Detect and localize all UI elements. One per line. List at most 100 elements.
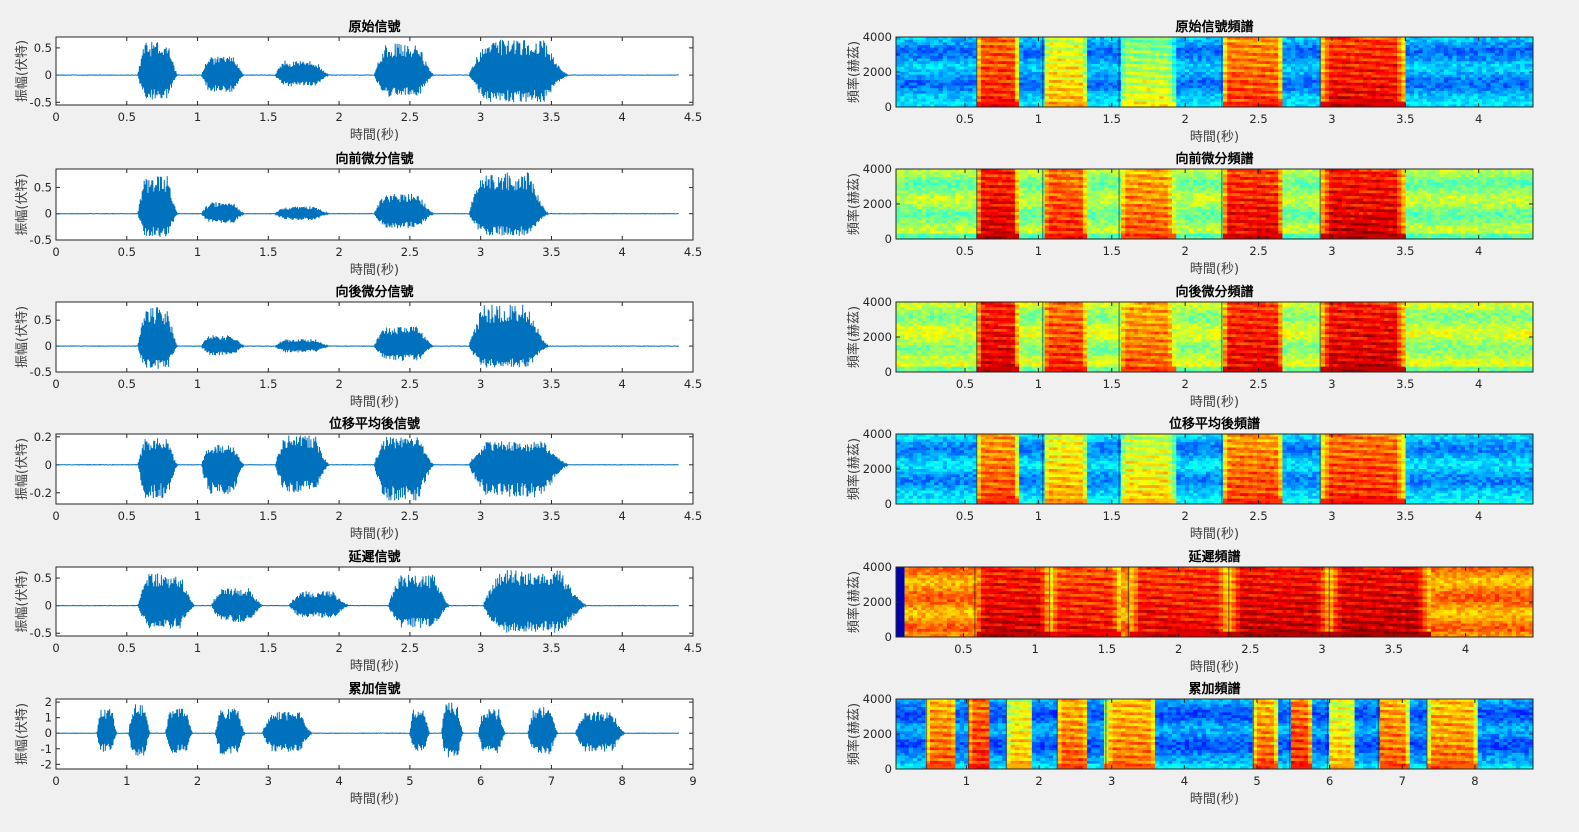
spectrogram-cell	[1282, 90, 1288, 95]
spectrogram-cell	[993, 190, 999, 194]
spectrogram-cell	[1048, 69, 1054, 73]
spectrogram-cell	[1528, 82, 1533, 87]
spectrogram-cell	[1303, 104, 1309, 107]
spectrogram-cell	[1070, 69, 1075, 73]
spectrogram-cell	[1350, 47, 1356, 52]
spectrogram-cell	[1337, 74, 1343, 78]
spectrogram-cell	[1121, 47, 1126, 52]
spectrogram-cell	[908, 230, 914, 235]
spectrogram-cell	[1482, 93, 1487, 97]
spectrogram-cell	[1409, 61, 1415, 65]
spectrogram-cell	[1172, 50, 1177, 54]
spectrogram-cell	[997, 82, 1003, 87]
spectrogram-cell	[1197, 85, 1203, 89]
spectrogram-cell	[1507, 69, 1513, 73]
spectrogram-cell	[1397, 50, 1402, 54]
spectrogram-cell	[946, 37, 952, 41]
spectrogram-cell	[1465, 96, 1470, 100]
spectrogram-cell	[980, 72, 986, 76]
spectrogram-cell	[1172, 93, 1177, 97]
spectrogram-cell	[1490, 74, 1496, 78]
spectrogram-cell	[1201, 88, 1207, 92]
spectrogram-cell	[985, 98, 991, 103]
spectrogram-cell	[1273, 101, 1279, 105]
spectrogram-cell	[1189, 80, 1194, 84]
spectrogram-cell	[908, 177, 914, 181]
spectrogram-cell	[1388, 50, 1394, 54]
spectrogram-cell	[1201, 61, 1207, 65]
spectrogram-cell	[968, 225, 974, 229]
spectrogram-cell	[1218, 77, 1224, 81]
spectrogram-cell	[1227, 69, 1233, 73]
spectrogram-cell	[1367, 42, 1373, 46]
spectrogram-cell	[1295, 98, 1301, 103]
spectrogram-cell	[1125, 53, 1131, 57]
spectrogram-cell	[1197, 72, 1203, 76]
spectrogram-cell	[1337, 42, 1343, 46]
spectrogram-cell	[942, 217, 948, 221]
spectrogram-cell	[1065, 85, 1071, 89]
spectrogram-cell	[1460, 45, 1466, 49]
spectrogram-cell	[1261, 55, 1267, 60]
spectrogram-cell	[1201, 104, 1207, 107]
spectrogram-cell	[1405, 82, 1411, 87]
spectrogram-cell	[1027, 55, 1033, 60]
spectrogram-cell	[1516, 63, 1521, 68]
spectrogram-cell	[1036, 93, 1041, 97]
spectrogram-cell	[1337, 72, 1343, 76]
spectrogram-cell	[1333, 80, 1339, 84]
spectrogram-cell	[934, 82, 940, 87]
spectrogram-cell	[917, 104, 923, 107]
spectrogram-cell	[951, 198, 957, 202]
spectrogram-cell	[1426, 66, 1432, 70]
spectrogram-cell	[1252, 98, 1258, 103]
spectrogram-cell	[1269, 90, 1275, 95]
spectrogram-cell	[1125, 61, 1131, 65]
spectrogram-cell	[1367, 98, 1373, 103]
spectrogram-cell	[1121, 101, 1126, 105]
x-tick-label: 1	[194, 509, 201, 523]
spectrogram-cell	[1142, 80, 1148, 84]
spectrogram-cell	[1121, 82, 1126, 87]
spectrogram-cell	[1206, 63, 1211, 68]
spectrogram-cell	[900, 230, 906, 235]
spectrogram-cell	[1380, 104, 1385, 107]
spectrogram-cell	[980, 50, 986, 54]
spectrogram-cell	[989, 222, 995, 227]
spectrogram-cell	[1248, 88, 1254, 92]
spectrogram-cell	[989, 228, 995, 232]
spectrogram-cell	[1422, 88, 1428, 92]
spectrogram-cell	[900, 177, 906, 181]
spectrogram-cell	[1146, 85, 1152, 89]
spectrogram-cell	[1206, 66, 1211, 70]
spectrogram-cell	[1473, 37, 1479, 41]
spectrogram-cell	[1431, 55, 1436, 60]
spectrogram-cell	[1354, 93, 1360, 97]
spectrogram-cell	[1248, 42, 1254, 46]
spectrogram-cell	[1482, 66, 1487, 70]
spectrogram-cell	[959, 42, 965, 46]
spectrogram-cell	[985, 85, 991, 89]
spectrogram-cell	[1435, 55, 1441, 60]
spectrogram-cell	[963, 214, 969, 219]
spectrogram-cell	[1499, 104, 1504, 107]
spectrogram-cell	[1503, 90, 1509, 95]
spectrogram-cell	[980, 98, 986, 103]
spectrogram-cell	[1150, 77, 1156, 81]
spectrogram-cell	[904, 182, 910, 186]
spectrogram-cell	[997, 88, 1003, 92]
spectrogram-cell	[1448, 85, 1453, 89]
spectrogram-cell	[1371, 82, 1377, 87]
spectrogram-cell	[1486, 96, 1492, 100]
spectrogram-cell	[1439, 90, 1445, 95]
spectrogram-cell	[917, 198, 923, 202]
spectrogram-cell	[938, 37, 944, 41]
spectrogram-cell	[912, 217, 918, 221]
spectrogram-cell	[1384, 82, 1390, 87]
spectrogram-cell	[1023, 72, 1029, 76]
spectrogram-cell	[1290, 61, 1296, 65]
spectrogram-cell	[929, 42, 935, 46]
spectrogram-cell	[1014, 104, 1020, 107]
spectrogram-cell	[997, 212, 1003, 216]
spectrogram-cell	[1002, 45, 1008, 49]
